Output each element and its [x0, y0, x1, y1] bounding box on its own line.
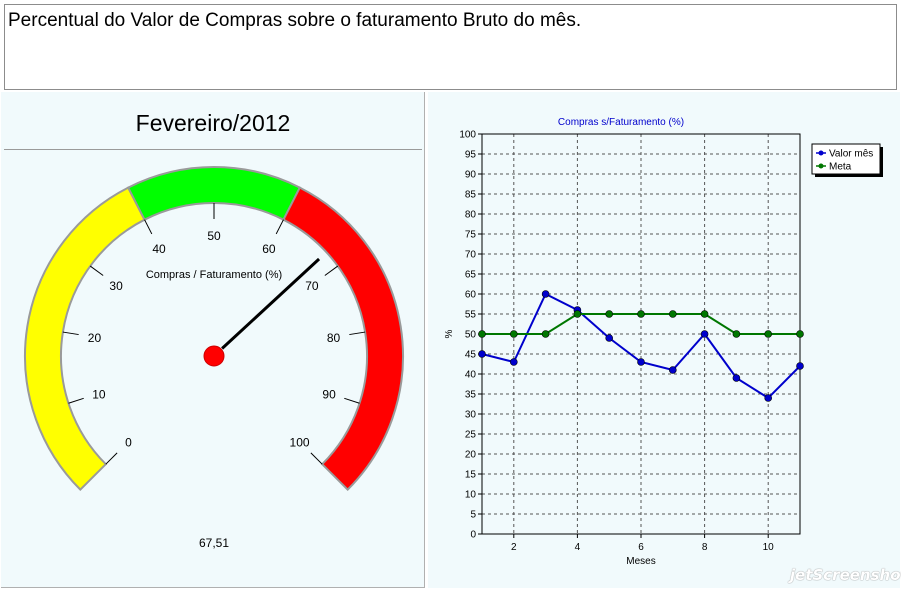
y-tick-label: 5	[470, 510, 476, 521]
y-tick-label: 0	[470, 530, 476, 541]
y-tick-label: 15	[465, 470, 477, 481]
y-tick-label: 25	[465, 430, 477, 441]
y-tick-label: 75	[465, 230, 477, 241]
legend-item-label: Valor mês	[829, 149, 873, 160]
y-tick-label: 100	[459, 130, 476, 141]
gauge-label: Compras / Faturamento (%)	[146, 269, 282, 281]
series-0-point	[510, 358, 518, 366]
gauge-tick-20	[62, 331, 79, 336]
gauge-tick-label: 10	[92, 387, 106, 401]
series-1-point	[700, 310, 709, 318]
y-axis-label: %	[444, 329, 455, 338]
y-tick-label: 95	[465, 150, 477, 161]
legend-swatch-marker	[818, 163, 824, 169]
series-0-point	[605, 334, 613, 342]
series-0-point	[796, 362, 804, 370]
gauge-tick-90	[344, 397, 360, 404]
y-tick-label: 55	[465, 310, 477, 321]
y-tick-label: 65	[465, 270, 477, 281]
legend-item-label: Meta	[829, 162, 852, 173]
legend	[811, 143, 881, 175]
gauge-tick-60	[275, 219, 284, 235]
series-0-point	[732, 374, 741, 382]
x-tick-label: 4	[575, 542, 581, 553]
gauge-tick-label: 90	[322, 387, 336, 401]
series-1-point	[573, 310, 582, 318]
header-panel: Percentual do Valor de Compras sobre o f…	[4, 4, 897, 90]
y-tick-label: 40	[465, 370, 477, 381]
y-tick-label: 30	[465, 410, 477, 421]
series-0-point	[478, 350, 486, 358]
y-tick-label: 35	[465, 390, 477, 401]
legend-swatch-marker	[818, 150, 824, 156]
gauge-tick-label: 30	[109, 279, 123, 293]
x-tick-label: 10	[763, 542, 775, 553]
series-0-point	[764, 394, 773, 402]
y-tick-label: 90	[465, 170, 477, 181]
y-tick-label: 10	[465, 490, 477, 501]
y-tick-label: 85	[465, 190, 477, 201]
title-divider	[4, 149, 422, 150]
series-1-point	[510, 330, 518, 338]
series-0-point	[637, 358, 645, 366]
gauge-hub	[203, 345, 225, 367]
y-tick-label: 50	[465, 330, 477, 341]
series-1-point	[478, 330, 486, 338]
x-tick-label: 8	[702, 542, 708, 553]
gauge-tick-label: 40	[152, 242, 166, 256]
gauge-tick-0	[105, 452, 118, 465]
gauge-tick-80	[349, 331, 366, 336]
y-tick-label: 70	[465, 250, 477, 261]
gauge-tick-70	[324, 265, 339, 276]
series-1-point	[637, 310, 645, 318]
gauge-tick-10	[68, 397, 84, 404]
chart-panel: 0 5 10 15 20 25 30 35 40 45 50 55 60 65 70 75 80 85 90 95 10…	[428, 92, 900, 588]
gauge-tick-label: 70	[305, 279, 319, 293]
gauge-tick-40	[144, 219, 153, 235]
gauge-band-2	[282, 186, 404, 492]
chart-title: Compras s/Faturamento (%)	[558, 117, 684, 128]
y-tick-label: 80	[465, 210, 477, 221]
y-tick-label: 20	[465, 450, 477, 461]
gauge-needle	[221, 257, 321, 350]
y-tick-label: 60	[465, 290, 477, 301]
series-0-point	[541, 290, 550, 298]
series-1-point	[605, 310, 613, 318]
series-0-point	[669, 366, 677, 374]
series-1-point	[764, 330, 773, 338]
gauge-tick-label: 100	[290, 436, 310, 450]
gauge-tick-100	[310, 452, 323, 465]
series-1-point	[669, 310, 677, 318]
series-0-point	[700, 330, 709, 338]
gauge-tick-label: 50	[207, 229, 221, 243]
series-1-point	[732, 330, 741, 338]
x-tick-label: 6	[638, 542, 644, 553]
gauge-tick-30	[89, 265, 104, 276]
gauge: 0 10 20 30 40 50 60 70 80 90 100 Compras / Faturame…	[24, 166, 404, 550]
series-1-point	[796, 330, 804, 338]
gauge-tick-label: 60	[262, 242, 276, 256]
line-chart: 0 5 10 15 20 25 30 35 40 45 50 55 60 65 70 75 80 85 90 95 10…	[444, 117, 883, 567]
header-title: Percentual do Valor de Compras sobre o f…	[8, 10, 582, 31]
gauge-tick-label: 0	[125, 436, 132, 450]
gauge-value-label: 67,51	[199, 536, 229, 550]
y-tick-label: 45	[465, 350, 477, 361]
month-title: Fevereiro/2012	[135, 110, 291, 136]
gauge-tick-label: 20	[88, 331, 102, 345]
watermark: jetScreenshot	[790, 566, 901, 584]
gauge-panel: Fevereiro/2012 0 10 20 30 40 50 60 70 80 90 100 Com…	[1, 92, 425, 588]
x-axis-label: Meses	[626, 556, 655, 567]
series-1-point	[541, 330, 550, 338]
x-tick-label: 2	[511, 542, 517, 553]
gauge-tick-label: 80	[327, 331, 341, 345]
